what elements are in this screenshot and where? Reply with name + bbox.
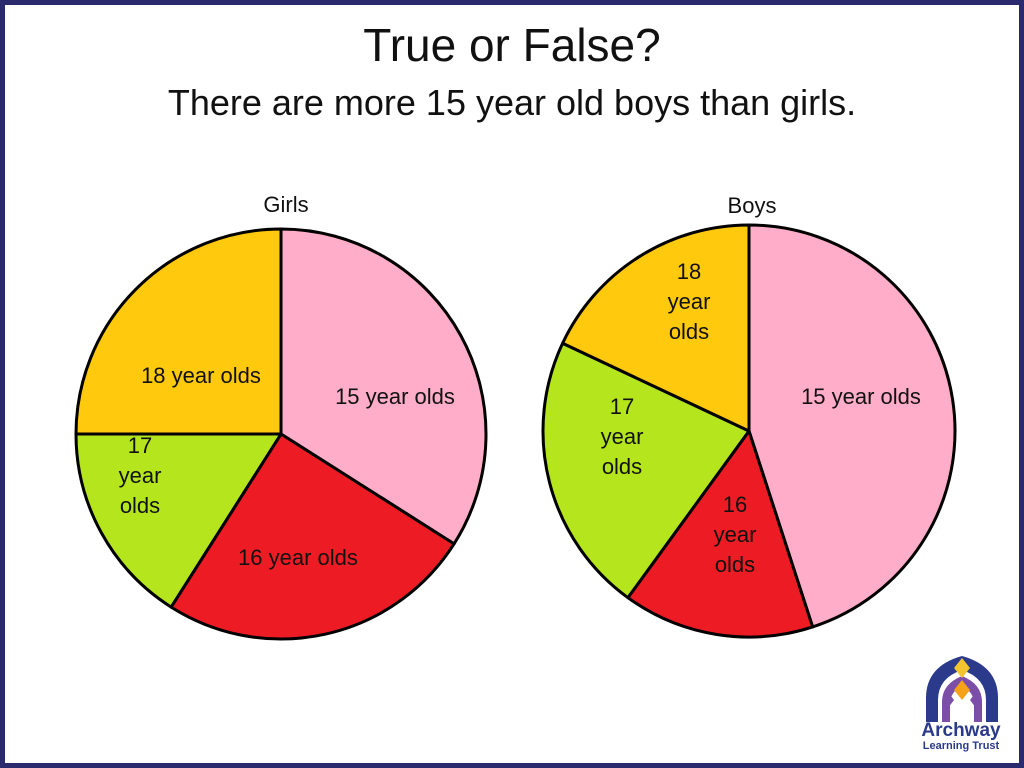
girls-label-17-year-olds: 17 year olds: [119, 433, 162, 518]
boys-slice-16-year-olds: [626, 429, 815, 639]
boys-slice-15-year-olds: [747, 223, 957, 629]
girls-label-18-year-olds: 18 year olds: [141, 363, 261, 388]
boys-pie-chart: 15 year olds 16 year olds 17 year olds 18 year ol…: [541, 223, 957, 639]
archway-logo-icon: [926, 656, 998, 722]
girls-label-16-year-olds: 16 year olds: [238, 545, 358, 570]
girls-slice-18-year-olds: [74, 227, 283, 436]
boys-chart-title: Boys: [727, 193, 777, 218]
girls-slice-17-year-olds: [74, 432, 283, 609]
slide-title: True or False?: [363, 19, 661, 71]
boys-label-17-year-olds: 17 year olds: [601, 394, 644, 479]
logo-tagline: Learning Trust: [922, 740, 1000, 752]
girls-chart-title: Girls: [263, 192, 309, 217]
girls-slice-16-year-olds: [169, 432, 456, 641]
logo-name: Archway: [921, 720, 1001, 741]
boys-slice-18-year-olds: [561, 223, 751, 433]
girls-pie-chart: 15 year olds 16 year olds 17 year olds 18 yea…: [74, 227, 488, 641]
boys-label-18-year-olds: 18 year olds: [668, 259, 711, 344]
girls-label-15-year-olds: 15 year olds: [335, 384, 455, 409]
boys-label-15-year-olds: 15 year olds: [801, 384, 921, 409]
boys-label-16-year-olds: 16 year olds: [714, 492, 757, 577]
slide-subtitle: There are more 15 year old boys than gir…: [167, 82, 857, 123]
